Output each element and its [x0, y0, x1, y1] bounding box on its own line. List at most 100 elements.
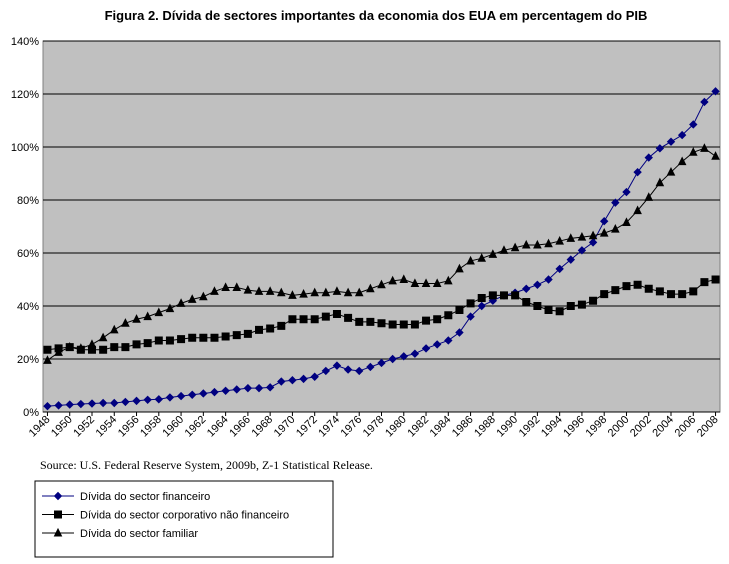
x-tick-label: 2006 — [673, 414, 699, 440]
legend-label: Dívida do sector corporativo não finance… — [80, 510, 289, 522]
data-point — [599, 216, 609, 226]
data-point — [221, 332, 230, 341]
data-point — [666, 167, 676, 176]
x-tick-label: 1964 — [205, 414, 231, 440]
x-tick-label: 1988 — [472, 414, 498, 440]
data-point — [422, 316, 431, 325]
data-point — [455, 263, 464, 273]
data-point — [677, 156, 687, 166]
data-point — [577, 231, 587, 241]
data-point — [366, 283, 375, 293]
data-point — [711, 87, 720, 96]
data-point — [265, 383, 275, 392]
x-tick-label: 1954 — [94, 414, 120, 440]
data-point — [655, 287, 664, 296]
x-tick-label: 1956 — [116, 414, 142, 440]
x-tick-label: 1950 — [49, 414, 75, 440]
data-point — [599, 228, 609, 237]
data-point — [499, 291, 508, 300]
data-point — [488, 291, 497, 300]
data-point — [132, 340, 141, 349]
x-tick-label: 2004 — [650, 414, 676, 440]
data-point — [533, 280, 542, 290]
data-point — [555, 235, 564, 245]
data-point — [121, 343, 130, 352]
x-tick-label: 1986 — [450, 414, 476, 440]
data-point — [76, 399, 86, 409]
data-point — [522, 284, 531, 293]
data-point — [600, 290, 609, 299]
data-point — [87, 399, 97, 408]
data-point — [388, 354, 397, 364]
plot-area — [42, 40, 721, 413]
x-tick-label: 1970 — [272, 414, 298, 440]
data-point — [277, 321, 286, 330]
data-point — [154, 336, 163, 345]
data-point — [154, 395, 164, 404]
data-point — [622, 282, 631, 291]
data-point — [299, 315, 308, 324]
data-point — [121, 318, 130, 327]
data-point — [199, 389, 208, 398]
data-point — [43, 355, 52, 364]
data-point — [321, 366, 331, 376]
data-point — [221, 386, 230, 396]
data-point — [611, 198, 620, 207]
data-point — [277, 377, 286, 386]
data-point — [477, 294, 486, 303]
data-point — [132, 314, 141, 323]
data-point — [611, 286, 620, 295]
data-point — [232, 282, 242, 291]
data-point — [655, 177, 665, 187]
data-point — [343, 365, 353, 374]
data-point — [188, 333, 197, 342]
data-point — [700, 278, 709, 287]
data-point — [533, 239, 542, 249]
data-point — [633, 205, 642, 215]
data-point — [276, 287, 286, 297]
data-point — [54, 347, 63, 356]
data-point — [366, 362, 375, 372]
data-point — [310, 315, 319, 324]
x-tick-label: 1976 — [339, 414, 365, 440]
data-point — [310, 287, 319, 297]
data-point — [522, 298, 531, 307]
data-point — [199, 291, 208, 301]
data-point — [332, 286, 342, 295]
data-point — [644, 192, 654, 201]
data-point — [421, 278, 431, 287]
x-tick-label: 1978 — [361, 414, 387, 440]
data-point — [232, 385, 241, 394]
data-point — [544, 238, 553, 248]
data-point — [332, 361, 342, 370]
data-point — [499, 245, 509, 254]
data-point — [577, 246, 587, 255]
data-point — [455, 328, 464, 337]
data-point — [689, 120, 698, 129]
data-point — [110, 398, 119, 408]
data-point — [589, 296, 598, 305]
data-point — [711, 275, 720, 284]
data-point — [544, 305, 553, 314]
data-point — [321, 312, 330, 321]
data-point — [588, 238, 598, 247]
data-point — [288, 375, 297, 385]
data-point — [388, 275, 397, 285]
data-point — [555, 307, 564, 316]
data-point — [344, 313, 353, 322]
data-point — [377, 358, 386, 368]
x-tick-label: 1966 — [227, 414, 253, 440]
data-point — [109, 324, 119, 334]
data-point — [254, 286, 264, 295]
data-point — [533, 302, 542, 310]
data-point — [232, 331, 241, 340]
x-tick-label: 1994 — [539, 414, 565, 440]
data-point — [455, 305, 464, 314]
x-tick-label: 1972 — [294, 414, 320, 440]
data-point — [399, 320, 408, 329]
data-point — [421, 344, 431, 353]
data-point — [187, 294, 197, 303]
data-point — [354, 287, 364, 297]
data-point — [98, 332, 108, 342]
legend-label: Dívida do sector financeiro — [80, 491, 210, 503]
